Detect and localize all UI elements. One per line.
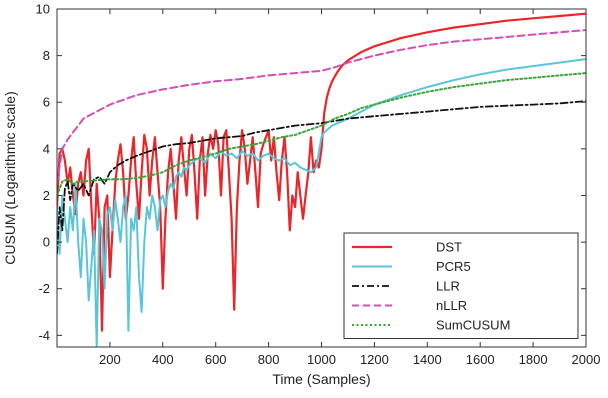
legend-label: DST — [436, 240, 462, 255]
x-tick-label: 1000 — [307, 352, 336, 367]
legend-label: nLLR — [436, 298, 467, 313]
x-tick-label: 2000 — [572, 352, 601, 367]
legend-label: PCR5 — [436, 259, 471, 274]
y-tick-label: -2 — [38, 281, 50, 296]
legend: DST PCR5 LLR nLLR SumCUSUM — [343, 232, 579, 339]
ticks-layer: 200 400 600 800 1000 1200 1400 1600 1800 2000 -4 -2… — [36, 2, 601, 368]
x-tick-label: 800 — [258, 352, 280, 367]
x-axis-label: Time (Samples) — [272, 371, 370, 387]
x-tick-label: 600 — [205, 352, 227, 367]
series-line-pcr5 — [57, 58, 586, 347]
legend-label: LLR — [436, 279, 460, 294]
y-tick-label: 6 — [43, 95, 50, 110]
legend-label: SumCUSUM — [436, 318, 510, 333]
x-tick-label: 200 — [99, 352, 121, 367]
series-layer — [57, 12, 586, 347]
series-line-sumcusum — [57, 72, 586, 197]
y-tick-label: 10 — [36, 2, 50, 17]
x-tick-label: 1800 — [519, 352, 548, 367]
y-tick-label: -4 — [38, 328, 50, 343]
x-tick-label: 400 — [152, 352, 174, 367]
y-tick-label: 8 — [43, 48, 50, 63]
y-tick-label: 0 — [43, 235, 50, 250]
y-tick-label: 2 — [43, 188, 50, 203]
y-axis-label: CUSUM (Logarithmic scale) — [2, 91, 18, 264]
series-line-nllr — [57, 29, 586, 185]
x-tick-label: 1600 — [466, 352, 495, 367]
y-tick-label: 4 — [43, 141, 50, 156]
series-line-llr — [57, 100, 586, 255]
x-tick-label: 1400 — [413, 352, 442, 367]
x-tick-label: 1200 — [360, 352, 389, 367]
